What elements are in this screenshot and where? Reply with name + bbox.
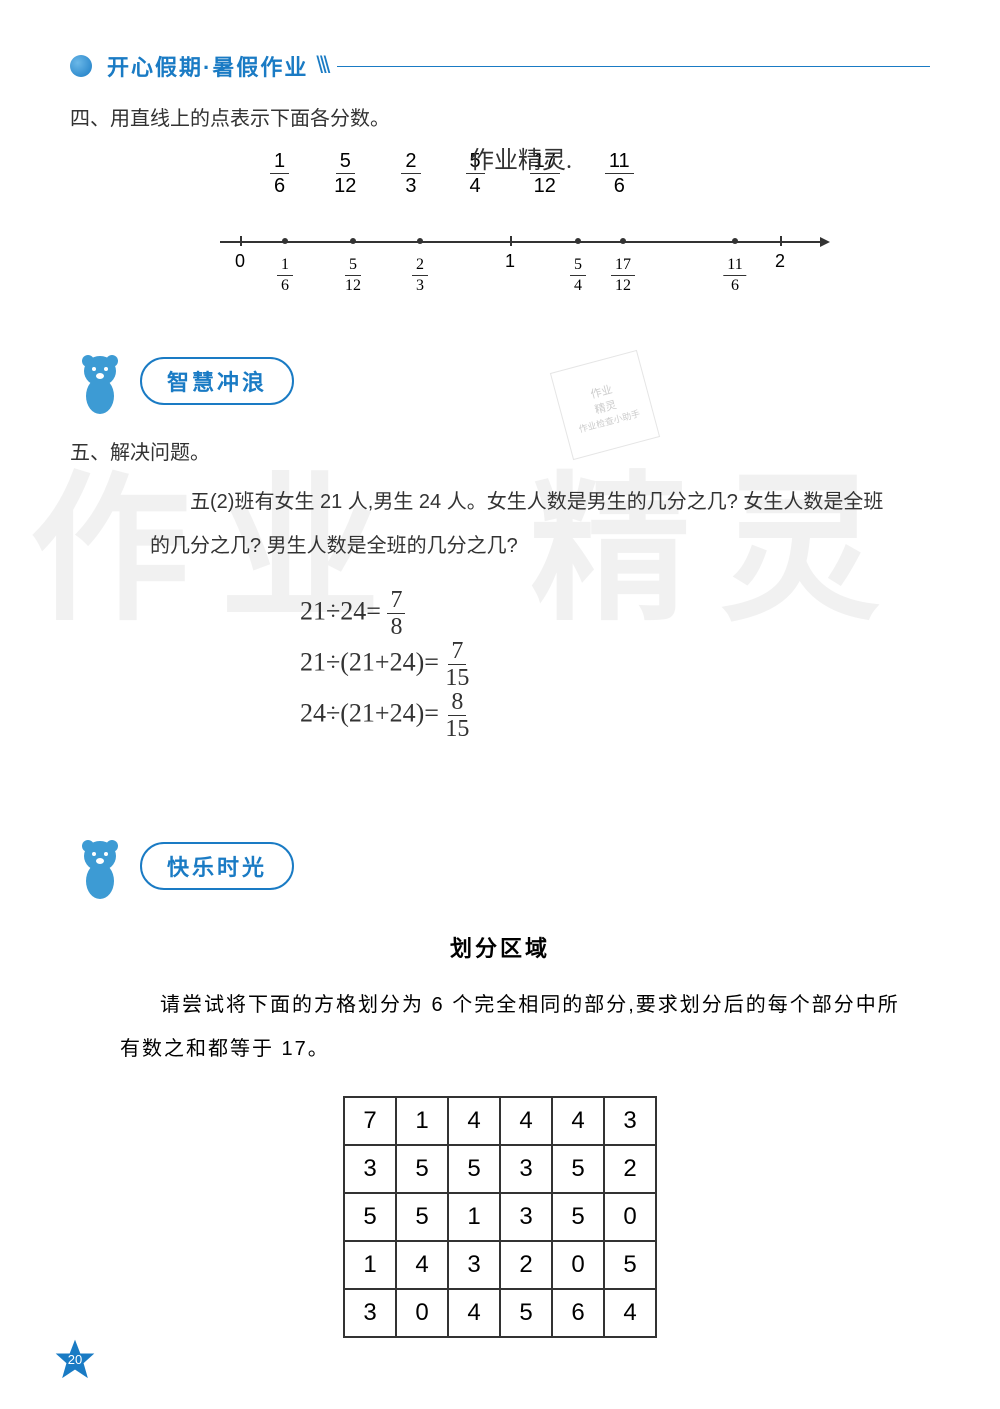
- grid-cell: 0: [604, 1193, 656, 1241]
- point-label: 54: [570, 256, 586, 294]
- question-5-label: 五、解决问题。: [70, 436, 930, 465]
- bear-icon: [70, 346, 130, 416]
- grid-cell: 3: [344, 1289, 396, 1337]
- grid-cell: 4: [500, 1097, 552, 1145]
- grid-cell: 5: [500, 1289, 552, 1337]
- point-label: 23: [412, 256, 428, 294]
- question-4-label: 四、用直线上的点表示下面各分数。: [70, 102, 930, 131]
- header-slash-icon: \\\: [316, 52, 327, 80]
- page-header: 开心假期·暑假作业 \\\: [70, 50, 930, 82]
- puzzle-title: 划分区域: [70, 931, 930, 963]
- header-line: [337, 66, 930, 67]
- solution-line: 24÷(21+24)= 815: [300, 690, 930, 741]
- fraction: 16: [270, 151, 289, 196]
- point-label: 16: [277, 256, 293, 294]
- handwriting-annotation: 作业精灵.: [470, 140, 572, 175]
- grid-cell: 6: [552, 1289, 604, 1337]
- grid-cell: 2: [500, 1241, 552, 1289]
- point-label: 116: [723, 256, 746, 294]
- fraction: 116: [605, 151, 634, 196]
- header-dot-icon: [70, 55, 92, 77]
- handwriting-solution: 21÷24= 7821÷(21+24)= 71524÷(21+24)= 815: [300, 588, 930, 741]
- section-happy-header: 快乐时光: [70, 831, 930, 901]
- header-title: 开心假期·暑假作业: [107, 50, 308, 82]
- grid-cell: 1: [396, 1097, 448, 1145]
- grid-cell: 4: [552, 1097, 604, 1145]
- page-number: 20: [68, 1352, 82, 1367]
- grid-cell: 0: [552, 1241, 604, 1289]
- section-wisdom-header: 智慧冲浪: [70, 346, 930, 416]
- grid-cell: 0: [396, 1289, 448, 1337]
- grid-cell: 5: [396, 1145, 448, 1193]
- grid-cell: 7: [344, 1097, 396, 1145]
- grid-cell: 2: [604, 1145, 656, 1193]
- puzzle-text: 请尝试将下面的方格划分为 6 个完全相同的部分,要求划分后的每个部分中所有数之和…: [120, 983, 900, 1071]
- point-label: 1712: [611, 256, 635, 294]
- grid-cell: 1: [344, 1241, 396, 1289]
- bear-icon: [70, 831, 130, 901]
- section-happy-title: 快乐时光: [140, 842, 294, 890]
- grid-cell: 5: [448, 1145, 500, 1193]
- grid-cell: 4: [604, 1289, 656, 1337]
- grid-cell: 4: [396, 1241, 448, 1289]
- solution-line: 21÷24= 78: [300, 588, 930, 639]
- grid-cell: 5: [604, 1241, 656, 1289]
- solution-line: 21÷(21+24)= 715: [300, 639, 930, 690]
- section-wisdom-title: 智慧冲浪: [140, 357, 294, 405]
- grid-cell: 1: [448, 1193, 500, 1241]
- grid-cell: 5: [396, 1193, 448, 1241]
- grid-cell: 3: [500, 1145, 552, 1193]
- grid-cell: 4: [448, 1097, 500, 1145]
- tick-label: 0: [235, 251, 245, 272]
- grid-cell: 5: [552, 1193, 604, 1241]
- tick-label: 2: [775, 251, 785, 272]
- grid-cell: 3: [500, 1193, 552, 1241]
- grid-cell: 3: [448, 1241, 500, 1289]
- number-line: 0 1 2 16 512 23 54 1712 116: [220, 226, 840, 306]
- grid-cell: 4: [448, 1289, 500, 1337]
- grid-cell: 3: [344, 1145, 396, 1193]
- puzzle-grid: 714443355352551350143205304564: [343, 1096, 657, 1338]
- tick-label: 1: [505, 251, 515, 272]
- grid-cell: 5: [344, 1193, 396, 1241]
- question-5-text: 五(2)班有女生 21 人,男生 24 人。女生人数是男生的几分之几? 女生人数…: [150, 480, 890, 568]
- fraction: 512: [334, 151, 356, 196]
- fractions-list: 1651223541712116: [270, 151, 930, 196]
- grid-cell: 5: [552, 1145, 604, 1193]
- fraction: 23: [401, 151, 420, 196]
- point-label: 512: [345, 256, 361, 294]
- page-number-star: 20: [55, 1339, 95, 1379]
- grid-cell: 3: [604, 1097, 656, 1145]
